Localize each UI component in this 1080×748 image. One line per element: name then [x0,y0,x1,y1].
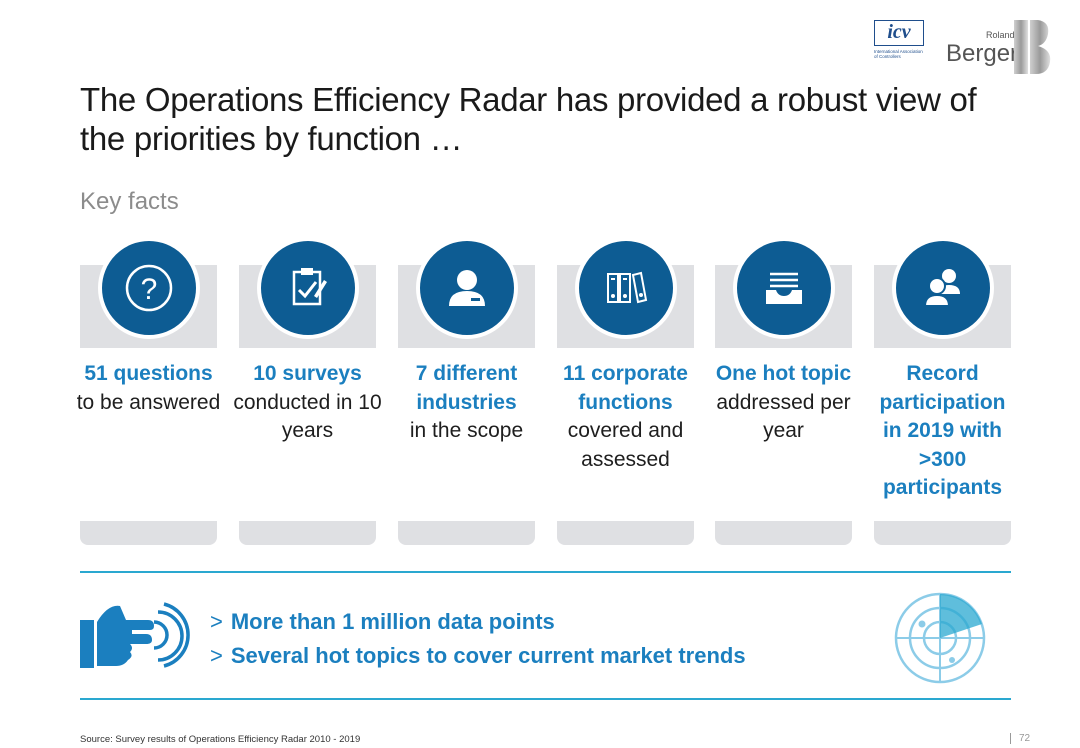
card-bottom-band [874,521,1011,545]
group-icon [891,237,994,339]
page-number-separator [1010,733,1011,744]
icv-logo: icv International Association of Control… [874,20,924,70]
card-bottom-band [80,521,217,545]
list-item: > Several hot topics to cover current mar… [210,639,746,673]
card-bottom-band [398,521,535,545]
key-fact-card: ? 51 questions to be answered [77,237,220,545]
key-points-list: > More than 1 million data points > Severa… [210,605,746,673]
card-bottom-band [715,521,852,545]
key-fact-description: in the scope [409,419,524,442]
list-item: > More than 1 million data points [210,605,746,639]
page-number: 72 [1010,733,1030,744]
key-fact-card: 11 corporate functions covered and asses… [557,237,694,545]
key-fact-description: addressed per year [716,390,851,443]
key-fact-card: 10 surveys conducted in 10 years [233,237,382,545]
key-fact-highlight: 7 different industries [415,362,518,414]
key-fact-highlight: 10 surveys [253,362,362,385]
page-title: The Operations Efficiency Radar has prov… [80,81,977,157]
binders-icon [574,237,677,339]
top-divider [80,571,1011,573]
card-bottom-band [557,521,694,545]
key-fact-card: 7 different industries in the scope [398,237,535,545]
bottom-divider [80,698,1011,700]
key-fact-text: One hot topic addressed per year [709,360,858,446]
page-subtitle: Key facts [80,188,179,215]
key-fact-description: conducted in 10 years [233,390,382,443]
clipboard-check-icon [256,237,359,339]
key-fact-text: Record participation in 2019 with >300 p… [868,360,1017,503]
bullet-arrow: > [210,643,223,668]
bullet-arrow: > [210,609,223,634]
key-fact-description: to be answered [76,390,221,414]
bullet-text: Several hot topics to cover current mark… [230,643,746,668]
person-icon [415,237,518,339]
key-fact-highlight: Record participation in 2019 with >300 p… [879,362,1006,499]
pointing-hand-icon [80,602,190,668]
icv-logo-subtitle: International Association of Controllers [874,49,923,59]
question-icon: ? [97,237,200,339]
roland-berger-logo-text: Berger [946,40,1019,67]
page-number-value: 72 [1019,733,1031,745]
svg-text:?: ? [140,273,157,306]
icv-logo-mark: icv [874,20,924,46]
key-fact-highlight: 11 corporate functions [563,362,688,414]
roland-berger-logo-small: Roland [986,30,1015,40]
key-fact-text: 51 questions to be answered [74,360,223,417]
roland-berger-b-icon [1014,20,1051,74]
key-fact-text: 7 different industries in the scope [392,360,541,446]
card-bottom-band [239,521,376,545]
radar-icon [894,592,986,684]
bullet-text: More than 1 million data points [230,609,555,634]
inbox-tray-icon [732,237,835,339]
key-fact-card: Record participation in 2019 with >300 p… [874,237,1011,545]
source-note: Source: Survey results of Operations Eff… [80,734,361,745]
key-fact-card: One hot topic addressed per year [715,237,852,545]
key-fact-text: 10 surveys conducted in 10 years [233,360,382,446]
key-fact-highlight: 51 questions [84,362,213,385]
key-fact-highlight: One hot topic [715,362,852,385]
key-fact-description: covered and assessed [567,419,684,471]
logo-area: icv International Association of Control… [874,18,1054,76]
key-fact-text: 11 corporate functions covered and asses… [551,360,700,474]
